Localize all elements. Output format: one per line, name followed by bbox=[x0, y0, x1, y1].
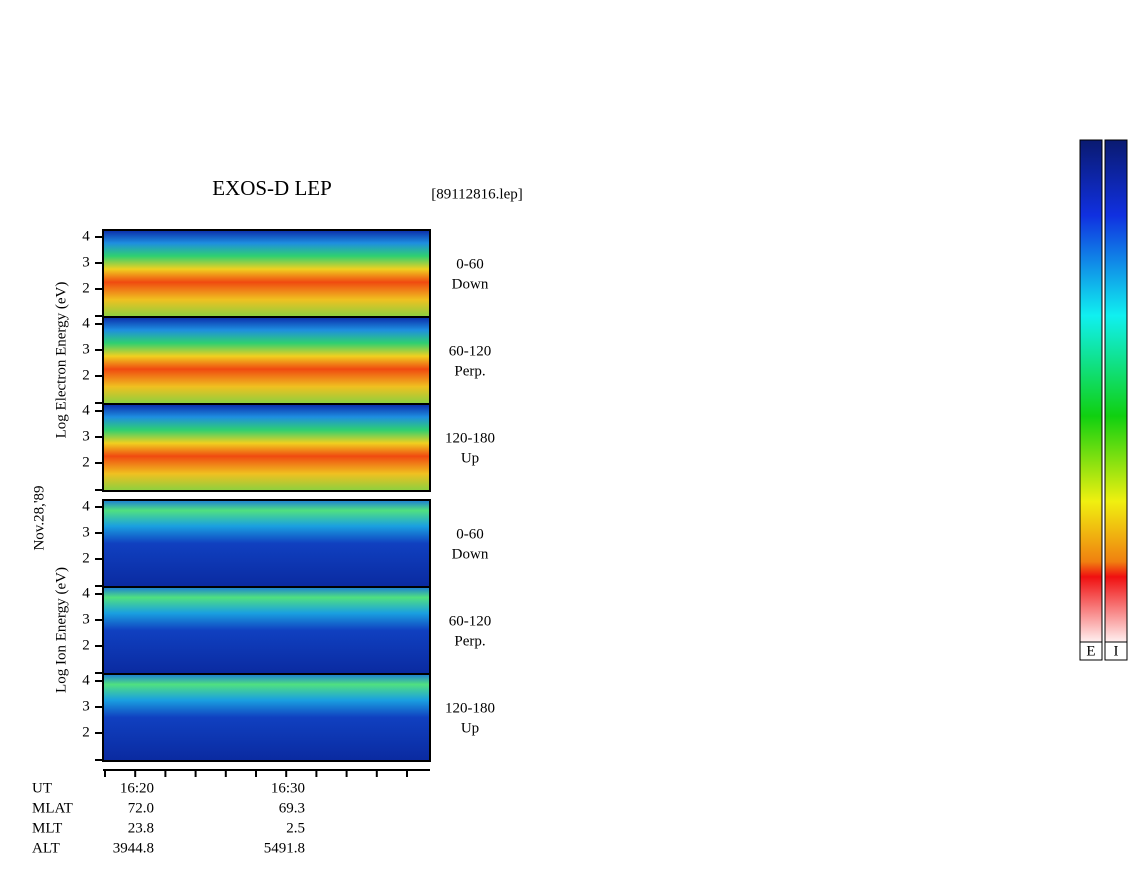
y-tick-label: 3 bbox=[82, 524, 90, 540]
colorbar-label: E bbox=[1086, 643, 1095, 659]
pitch-angle: 60-120 bbox=[449, 613, 492, 629]
y-tick-label: 4 bbox=[82, 228, 90, 244]
y-tick-label: 3 bbox=[82, 611, 90, 627]
y-tick-label: 4 bbox=[82, 672, 90, 688]
row-value: 3944.8 bbox=[113, 840, 154, 856]
x-ticks bbox=[104, 770, 408, 777]
y-tick-label: 2 bbox=[82, 280, 90, 296]
spectrogram bbox=[103, 500, 430, 587]
direction: Perp. bbox=[454, 633, 485, 649]
axis-label: Log Electron Energy (eV) bbox=[53, 282, 69, 439]
file-name: [89112816.lep] bbox=[431, 186, 523, 202]
y-tick-label: 3 bbox=[82, 341, 90, 357]
y-tick-label: 4 bbox=[82, 402, 90, 418]
direction: Up bbox=[461, 450, 479, 466]
y-tick-label: 4 bbox=[82, 585, 90, 601]
pitch-angle: 0-60 bbox=[456, 256, 484, 272]
y-tick-label: 3 bbox=[82, 254, 90, 270]
y-tick-label: 2 bbox=[82, 454, 90, 470]
title: EXOS-D LEP bbox=[212, 176, 332, 200]
direction: Down bbox=[452, 546, 489, 562]
footer: UT 16:20 16:30 MLAT 72.0 69.3 MLT 23.8 2.5 ALT 394… bbox=[32, 780, 305, 856]
direction: Down bbox=[452, 276, 489, 292]
panels: 4 3 2 0-60 Down 4 3 2 60-120 Perp. 4 3 2 120-180 Up 4 3 2… bbox=[82, 228, 495, 762]
date: Nov.28,'89 bbox=[31, 485, 47, 550]
y-tick-label: 2 bbox=[82, 724, 90, 740]
y-tick-label: 3 bbox=[82, 698, 90, 714]
y-tick-label: 2 bbox=[82, 637, 90, 653]
pitch-angle: 0-60 bbox=[456, 526, 484, 542]
row-value: 16:30 bbox=[271, 780, 305, 796]
spectrogram bbox=[103, 317, 430, 404]
y-tick-label: 2 bbox=[82, 367, 90, 383]
y-tick-label: 4 bbox=[82, 315, 90, 331]
spectrogram bbox=[103, 404, 430, 491]
row-value: 72.0 bbox=[128, 800, 154, 816]
colorbar bbox=[1079, 139, 1103, 643]
row-label: ALT bbox=[32, 840, 60, 856]
y-tick-label: 4 bbox=[82, 498, 90, 514]
row-value: 5491.8 bbox=[264, 840, 305, 856]
pitch-angle: 60-120 bbox=[449, 343, 492, 359]
panel-frame bbox=[102, 673, 431, 762]
row-value: 2.5 bbox=[286, 820, 305, 836]
row-label: MLAT bbox=[32, 800, 73, 816]
panel-frame bbox=[102, 403, 431, 492]
colorbar-label-box bbox=[1079, 641, 1103, 661]
row-label: MLT bbox=[32, 820, 62, 836]
pitch-angle: 120-180 bbox=[445, 700, 495, 716]
spectrogram bbox=[103, 230, 430, 317]
row-value: 16:20 bbox=[120, 780, 154, 796]
colorbar-label-box bbox=[1104, 641, 1128, 661]
row-value: 69.3 bbox=[279, 800, 305, 816]
spectrogram bbox=[103, 674, 430, 761]
pitch-angle: 120-180 bbox=[445, 430, 495, 446]
row-label: UT bbox=[32, 780, 52, 796]
direction: Up bbox=[461, 720, 479, 736]
y-tick-label: 2 bbox=[82, 550, 90, 566]
y-tick-label: 3 bbox=[82, 428, 90, 444]
axis-label: Log Ion Energy (eV) bbox=[53, 567, 69, 693]
colorbar bbox=[1104, 139, 1128, 643]
spectrogram bbox=[103, 587, 430, 674]
direction: Perp. bbox=[454, 363, 485, 379]
row-value: 23.8 bbox=[128, 820, 154, 836]
colorbar-label: I bbox=[1114, 643, 1119, 659]
